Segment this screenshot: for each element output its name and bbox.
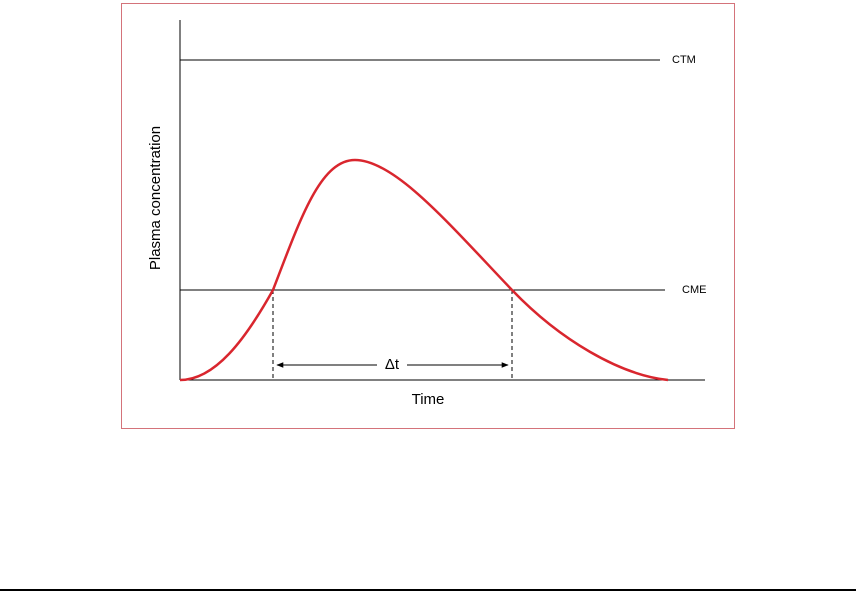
frame [121,3,735,429]
concentration-curve [179,158,669,382]
x-axis-label: Time [412,391,445,408]
interval-label: Δt [385,356,400,373]
y-axis-label: Plasma concentration [147,126,164,270]
cme-label: CME [682,284,706,296]
ctm-label: CTM [672,54,696,66]
